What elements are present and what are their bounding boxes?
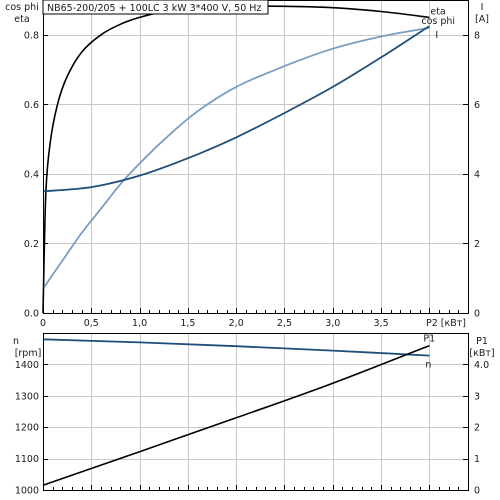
left-axis-tick-label: 0.2 [24,239,39,250]
left-axis-unit: eta [14,14,29,25]
series-label-eta: eta [430,6,445,17]
lower-plot-frame [43,333,469,491]
series-line-p1 [42,344,430,487]
x-axis-label: P2 [кВт] [426,318,466,329]
right-axis-tick-label: 3 [474,391,480,402]
right-axis-tick-label: 2 [474,239,480,250]
series-label-i: I [435,30,438,41]
left-axis-tick-label: 0.8 [24,30,39,41]
series-line-eta [42,5,430,314]
x-axis-tick-label: 0 [40,318,46,329]
series-label-n: n [425,360,431,371]
x-axis-tick-label: 3,5 [374,318,389,329]
x-axis-tick-label: 0,5 [84,318,99,329]
left-axis-tick-label: 0.6 [24,100,39,111]
left-axis-tick-label: 1400 [15,360,39,371]
x-axis-tick-label: 3,0 [325,318,340,329]
x-axis-tick-label: 1,5 [180,318,195,329]
left-axis-tick-label: 1100 [15,454,39,465]
left-axis-tick-label: 1300 [15,391,39,402]
right-axis-label: I [481,2,484,13]
left-axis-label: n [13,336,19,347]
left-axis-tick-label: 0.0 [24,309,39,320]
left-axis-tick-label: 0.4 [24,169,39,180]
right-axis-unit: [кВт] [469,348,494,359]
chart-title: NB65-200/205 + 100LC 3 kW 3*400 V, 50 Hz [47,3,261,14]
series-label-p1: P1 [423,334,435,345]
series-line-n [42,338,430,357]
grid-layer [43,0,468,490]
right-axis-tick-label: 4 [474,169,480,180]
right-axis-tick-label: 0 [474,309,480,320]
left-axis-label: cos phi [5,2,39,13]
right-axis-tick-label: 4.0 [474,360,489,371]
right-axis-tick-label: 1 [474,454,480,465]
right-axis-label: P1 [476,336,488,347]
x-axis-tick-label: 1,0 [132,318,147,329]
right-axis-tick-label: 6 [474,100,480,111]
series-line-cos-phi [42,26,430,290]
series-line-i [42,25,430,193]
title-box [42,0,269,15]
x-axis-tick-label: 2,0 [229,318,244,329]
right-axis-tick-label: 8 [474,30,480,41]
right-axis-tick-label: 2 [474,423,480,434]
right-axis-tick-label: 0 [474,486,480,497]
right-axis-unit: [A] [475,14,489,25]
frame-layer [43,0,469,491]
left-axis-tick-label: 1000 [15,486,39,497]
series-layer [42,5,430,487]
upper-plot-frame [43,0,469,314]
left-axis-tick-label: 1200 [15,423,39,434]
left-axis-unit: [rpm] [15,348,42,359]
series-label-cos-phi: cos phi [421,16,455,27]
x-axis-tick-label: 2,5 [277,318,292,329]
